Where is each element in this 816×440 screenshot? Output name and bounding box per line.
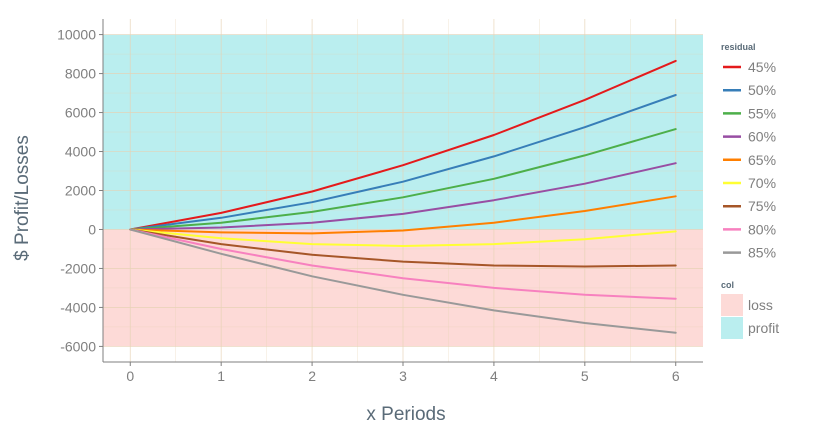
y-tick-label: 8000 xyxy=(65,66,96,82)
legend-swatch xyxy=(721,294,743,316)
x-tick-label: 1 xyxy=(217,368,225,384)
series-line-80pct xyxy=(129,228,677,300)
y-tick-label: -6000 xyxy=(60,338,96,354)
y-tick-label: 4000 xyxy=(65,144,96,160)
x-tick-label: 5 xyxy=(581,368,589,384)
series-line-85pct xyxy=(129,228,677,334)
legend-label: 45% xyxy=(748,59,776,75)
y-tick-label: 6000 xyxy=(65,105,96,121)
series-line-65pct xyxy=(129,195,677,235)
series-line-55pct xyxy=(129,128,677,231)
legend-label: loss xyxy=(748,297,773,313)
y-tick-label: -2000 xyxy=(60,260,96,276)
x-tick-label: 6 xyxy=(672,368,680,384)
y-tick-label: -4000 xyxy=(60,299,96,315)
legend-label: 60% xyxy=(748,129,776,145)
x-axis-title: x Periods xyxy=(366,404,445,425)
grid-layer xyxy=(103,19,703,362)
legend-label: 65% xyxy=(748,152,776,168)
series-line-75pct xyxy=(129,228,677,268)
legend-label: 55% xyxy=(748,105,776,121)
x-tick-label: 2 xyxy=(308,368,316,384)
legend-label: profit xyxy=(748,320,779,336)
y-tick-label: 0 xyxy=(88,221,96,237)
legend-label: 80% xyxy=(748,221,776,237)
x-tick-label: 4 xyxy=(490,368,498,384)
series-line-60pct xyxy=(129,162,677,231)
legend-col-title: col xyxy=(721,280,734,290)
legend-label: 75% xyxy=(748,198,776,214)
legend: residual col 45% 50% 55% 60% 65% 70% 75% 80% 85%… xyxy=(721,42,779,339)
legend-label: 85% xyxy=(748,245,776,261)
y-tick-label: 2000 xyxy=(65,183,96,199)
x-tick-label: 0 xyxy=(126,368,134,384)
series-line-70pct xyxy=(129,228,677,247)
y-axis-title: $ Profit/Losses xyxy=(12,135,33,261)
x-tick-label: 3 xyxy=(399,368,407,384)
y-tick-label: 10000 xyxy=(57,27,96,43)
series-line-45pct xyxy=(129,59,677,231)
legend-label: 50% xyxy=(748,82,776,98)
series-line-50pct xyxy=(129,94,677,231)
legend-swatch xyxy=(721,317,743,339)
legend-residual-title: residual xyxy=(721,42,756,52)
series-layer xyxy=(129,59,677,334)
legend-label: 70% xyxy=(748,175,776,191)
axis-layer: 0 1 2 3 4 5 6 -6000 -4000 -2000 0 2000 4000 6000 8000 1… xyxy=(57,19,703,384)
